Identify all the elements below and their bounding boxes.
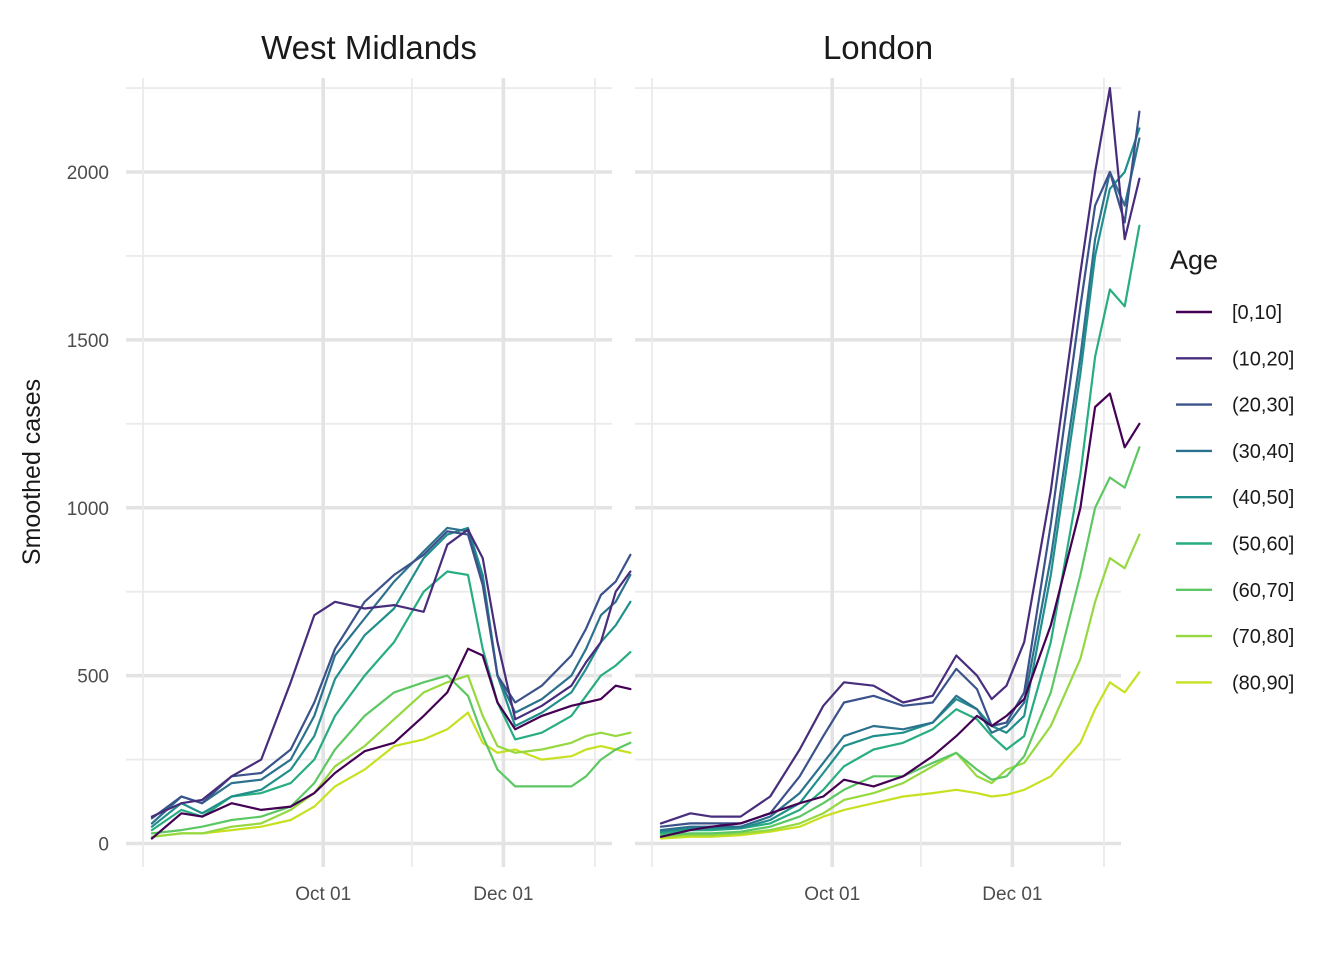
gridlines-london — [635, 78, 1121, 867]
x-tick-label-dec-london: Dec 01 — [982, 884, 1042, 905]
panel-title-west-midlands: West Midlands — [261, 29, 477, 66]
panel-title-london: London — [823, 29, 933, 66]
panel-west-midlands: West Midlands Oct 01 Dec 01 — [126, 29, 632, 905]
legend-label-4: (40,50] — [1232, 487, 1294, 509]
legend-label-2: (20,30] — [1232, 395, 1294, 417]
series-line-london-6 — [659, 446, 1141, 837]
series-line-west-midlands-5 — [150, 570, 632, 832]
y-tick-label-1500: 1500 — [67, 331, 109, 352]
x-tick-label-oct-london: Oct 01 — [804, 884, 860, 905]
y-axis: 0 500 1000 1500 2000 — [67, 163, 109, 855]
legend-label-1: (10,20] — [1232, 348, 1294, 370]
x-tick-label-dec-west-midlands: Dec 01 — [473, 884, 533, 905]
y-tick-label-2000: 2000 — [67, 163, 109, 184]
legend: Age [0,10] (10,20] (20,30] (30,40] (40,50] (5… — [1170, 245, 1294, 694]
y-tick-label-500: 500 — [77, 667, 109, 688]
series-line-west-midlands-7 — [150, 674, 632, 838]
series-line-london-0 — [659, 392, 1141, 838]
series-line-west-midlands-4 — [150, 526, 632, 828]
series-line-west-midlands-2 — [150, 530, 632, 820]
series-lines-london — [659, 86, 1141, 840]
series-line-west-midlands-0 — [150, 647, 632, 840]
y-tick-label-1000: 1000 — [67, 499, 109, 520]
x-tick-label-oct-west-midlands: Oct 01 — [295, 884, 351, 905]
legend-label-3: (30,40] — [1232, 441, 1294, 463]
series-line-london-5 — [659, 224, 1141, 835]
series-line-london-8 — [659, 671, 1141, 840]
series-line-west-midlands-8 — [150, 711, 632, 838]
gridlines-west-midlands — [126, 78, 612, 867]
series-line-west-midlands-1 — [150, 528, 632, 818]
legend-label-7: (70,80] — [1232, 626, 1294, 648]
y-tick-label-0: 0 — [98, 834, 109, 855]
series-line-west-midlands-6 — [150, 674, 632, 835]
series-line-london-1 — [659, 86, 1141, 825]
panel-london: London Oct 01 Dec 01 — [635, 29, 1141, 905]
legend-label-5: (50,60] — [1232, 534, 1294, 556]
y-axis-title: Smoothed cases — [18, 379, 46, 565]
series-lines-west-midlands — [150, 526, 632, 840]
series-line-london-7 — [659, 533, 1141, 838]
legend-label-0: [0,10] — [1232, 302, 1282, 324]
series-line-london-3 — [659, 137, 1141, 832]
series-line-west-midlands-3 — [150, 526, 632, 825]
legend-label-8: (80,90] — [1232, 672, 1294, 694]
legend-label-6: (60,70] — [1232, 580, 1294, 602]
legend-title: Age — [1170, 245, 1218, 275]
